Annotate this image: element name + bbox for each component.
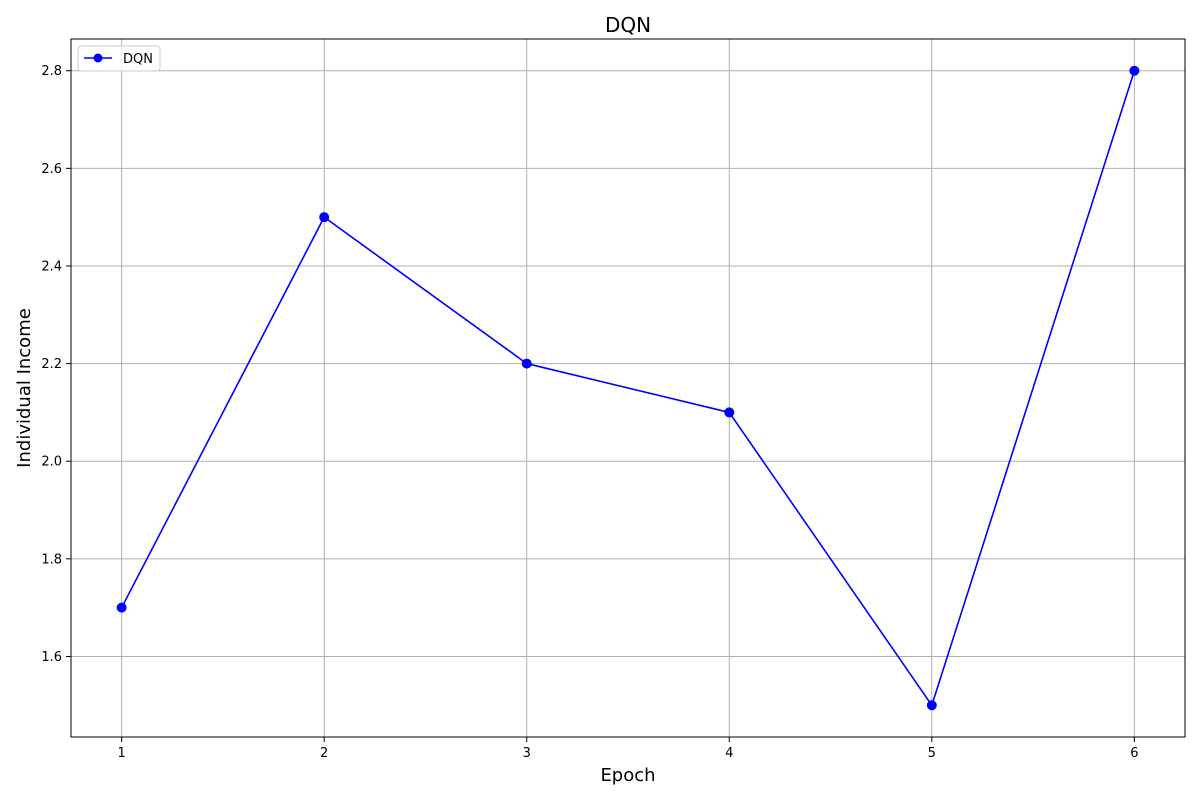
grid	[71, 39, 1185, 737]
data-point	[521, 358, 532, 369]
y-axis-label: Individual Income	[14, 308, 35, 468]
x-tick-label: 1	[117, 746, 125, 761]
legend-label: DQN	[123, 52, 153, 67]
x-tick-label: 6	[1130, 746, 1138, 761]
y-tick-label: 2.2	[41, 357, 62, 372]
data-point	[319, 212, 330, 223]
y-tick-label: 2.8	[41, 64, 62, 79]
chart-title: DQN	[605, 13, 651, 37]
y-tick-label: 2.0	[41, 455, 62, 470]
x-tick-label: 3	[523, 746, 531, 761]
series-layer	[116, 65, 1140, 711]
legend-box	[77, 45, 161, 72]
y-tick-label: 2.6	[41, 162, 62, 177]
series-line-0	[120, 70, 1136, 707]
data-point	[724, 407, 735, 418]
y-tick-label: 1.8	[41, 552, 62, 567]
x-tick-label: 5	[928, 746, 936, 761]
data-point	[926, 700, 937, 711]
data-point	[116, 602, 127, 613]
x-tick-label: 2	[320, 746, 328, 761]
x-axis-ticks: 1 2 3 4 5 6	[117, 737, 1139, 761]
y-tick-label: 2.4	[41, 259, 62, 274]
plot-frame	[70, 38, 1186, 738]
x-axis-label: Epoch	[600, 765, 655, 786]
y-tick-label: 1.6	[41, 650, 62, 665]
y-axis-ticks: 1.6 1.8 2.0 2.2 2.4 2.6 2.8	[41, 64, 71, 665]
legend: DQN	[77, 45, 161, 72]
x-tick-label: 4	[725, 746, 733, 761]
data-point	[1129, 65, 1140, 76]
legend-marker-swatch	[93, 53, 103, 63]
